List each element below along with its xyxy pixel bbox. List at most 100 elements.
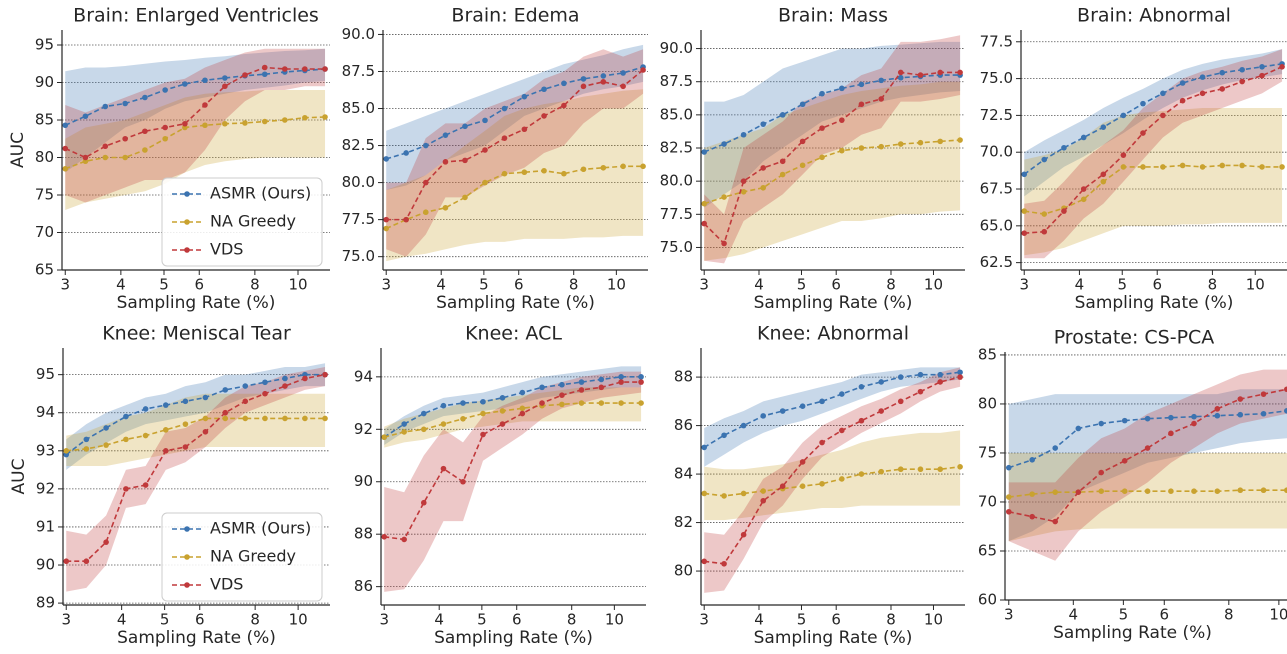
data-point: [819, 125, 825, 131]
data-point: [1075, 425, 1082, 432]
data-point: [422, 209, 429, 216]
data-point: [282, 383, 288, 389]
data-point: [897, 141, 904, 147]
data-point: [202, 77, 208, 84]
data-point: [302, 415, 308, 422]
data-point: [721, 432, 727, 439]
series-line: [386, 69, 644, 221]
x-tick-label: 6: [194, 276, 204, 294]
data-point: [103, 425, 109, 431]
data-point: [721, 560, 727, 567]
data-point: [162, 427, 169, 433]
data-point: [1029, 491, 1035, 497]
data-point: [123, 413, 129, 420]
data-point: [620, 163, 626, 170]
series-line: [1008, 489, 1287, 498]
data-point: [401, 536, 407, 543]
data-point: [142, 147, 148, 153]
data-point: [102, 143, 109, 150]
data-point: [242, 415, 249, 422]
subplot-title: Brain: Edema: [451, 5, 579, 27]
confidence-band: [384, 387, 642, 448]
data-point: [1021, 208, 1028, 214]
data-point: [302, 66, 308, 72]
data-point: [1098, 420, 1105, 427]
y-tick-label: 94: [36, 403, 55, 421]
data-point: [1052, 445, 1059, 451]
confidence-band: [386, 89, 644, 262]
data-point: [1075, 489, 1082, 495]
data-point: [422, 142, 429, 149]
subplot-title: Knee: ACL: [465, 323, 562, 345]
subplot-title: Prostate: CS-PCA: [1054, 327, 1215, 349]
data-point: [839, 147, 845, 154]
y-tick-label: 77.5: [980, 32, 1013, 50]
data-point: [640, 163, 646, 170]
y-tick-label: 86: [354, 577, 373, 595]
data-point: [261, 118, 268, 125]
data-point: [701, 490, 708, 497]
data-point: [561, 102, 567, 109]
data-point: [957, 137, 963, 143]
data-point: [1179, 97, 1186, 104]
data-point: [760, 488, 767, 494]
y-tick-label: 84: [674, 465, 693, 483]
data-point: [917, 388, 924, 395]
confidence-band: [386, 49, 644, 257]
series-line: [66, 373, 326, 563]
data-point: [401, 421, 407, 427]
data-point: [1005, 508, 1012, 515]
data-point: [858, 145, 865, 151]
x-tick-label: 6: [1159, 606, 1169, 624]
y-tick-label: 93: [36, 441, 55, 459]
x-tick-label: 5: [159, 276, 169, 294]
x-tick-label: 4: [1075, 276, 1085, 294]
data-point: [1160, 112, 1166, 119]
data-point: [1080, 186, 1087, 192]
data-point: [580, 166, 587, 173]
data-point: [282, 66, 288, 72]
data-point: [1098, 488, 1105, 494]
y-tick-label: 70.0: [980, 143, 1013, 161]
x-tick-label: 5: [1119, 606, 1129, 624]
y-tick-label: 75: [978, 443, 997, 461]
subplot: 86 88 90 92 94 3 4 5 6 8 10 Knee: ACL Sampling Rate …: [354, 323, 646, 648]
subplot: 75.0 77.5 80.0 82.5 85.0 87.5 90.0 3 4 5 6 8 10 Brain…: [342, 5, 648, 313]
x-tick-label: 5: [797, 611, 807, 629]
data-point: [282, 375, 288, 382]
x-tick-label: 6: [512, 611, 522, 629]
data-point: [839, 476, 845, 482]
data-point: [1121, 488, 1128, 494]
subplot: 65 70 75 80 85 90 95 3 4 5 6 8 10 Brain: Enlarged Ven…: [8, 5, 330, 313]
x-tick-label: 3: [699, 276, 709, 294]
y-axis-label: AUC: [9, 459, 29, 495]
data-point: [1199, 74, 1206, 80]
data-point: [122, 100, 128, 107]
data-point: [262, 379, 268, 386]
data-point: [1121, 417, 1128, 424]
data-point: [482, 179, 488, 186]
data-point: [460, 400, 466, 406]
x-tick-label: 8: [1224, 606, 1234, 624]
data-point: [501, 105, 508, 112]
data-point: [242, 120, 248, 126]
y-tick-label: 60: [978, 591, 997, 609]
data-point: [1041, 211, 1048, 217]
subplot-title: Knee: Abnormal: [757, 323, 909, 345]
x-tick-label: 3: [381, 276, 391, 294]
data-point: [1080, 134, 1087, 141]
y-tick-label: 67.5: [980, 180, 1013, 198]
data-point: [1214, 488, 1221, 494]
confidence-band: [66, 393, 326, 467]
data-point: [1260, 410, 1267, 417]
data-point: [1191, 413, 1197, 420]
data-point: [262, 415, 268, 422]
data-point: [1021, 230, 1028, 236]
y-tick-label: 92: [36, 479, 55, 497]
confidence-band: [1024, 49, 1283, 197]
data-point: [420, 426, 427, 433]
legend-label: VDS: [210, 240, 243, 259]
data-point: [1098, 469, 1105, 476]
y-tick-label: 85.0: [660, 105, 693, 123]
x-axis-label: Sampling Rate (%): [754, 628, 913, 648]
